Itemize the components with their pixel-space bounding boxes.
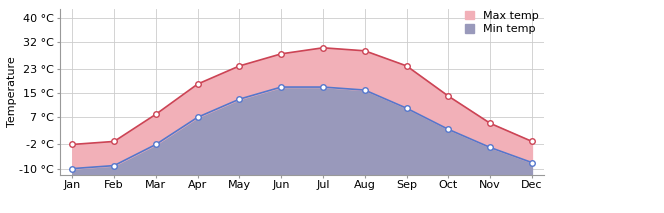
Y-axis label: Temperature: Temperature [7,56,17,127]
Legend: Max temp, Min temp: Max temp, Min temp [465,11,539,34]
